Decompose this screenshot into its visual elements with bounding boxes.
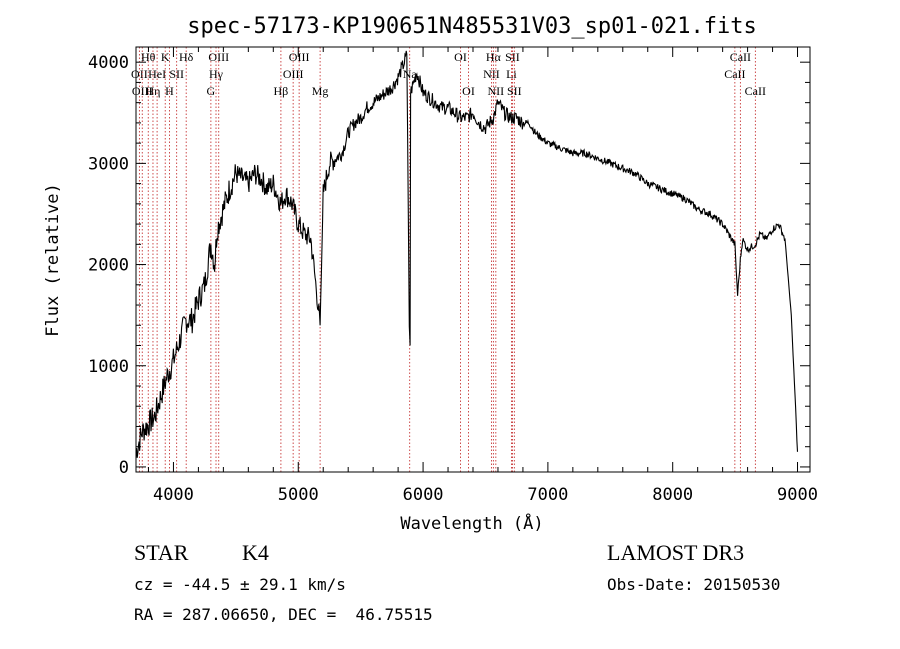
spectrum-line (135, 50, 799, 458)
survey-name: LAMOST DR3 (607, 540, 744, 565)
spectral-line-label: Hα (486, 50, 502, 64)
spectral-line-label: CaII (745, 84, 766, 98)
spectral-line-label: OII (131, 67, 148, 81)
obs-date: Obs-Date: 20150530 (607, 575, 780, 594)
spectral-line-label: G (207, 84, 216, 98)
coordinates: RA = 287.06650, DEC = 46.75515 (134, 605, 433, 624)
spectral-line-label: NII (483, 67, 500, 81)
redshift-cz: cz = -44.5 ± 29.1 km/s (134, 575, 346, 594)
y-tick-label: 1000 (88, 357, 129, 377)
spectral-line-label: Hθ (141, 50, 156, 64)
spectral-line-label: OI (462, 84, 475, 98)
x-tick-label: 9000 (777, 485, 818, 505)
spectral-line-label: OI (454, 50, 467, 64)
spectral-line-label: Hη (145, 84, 160, 98)
spectral-line-label: OIII (208, 50, 229, 64)
spectral-line-label: Na (403, 67, 418, 81)
spectral-line-label: Hγ (209, 67, 224, 81)
spectral-line-label: K (161, 50, 170, 64)
x-tick-label: 5000 (278, 485, 319, 505)
spectral-line-label: H (165, 84, 174, 98)
x-tick-label: 8000 (652, 485, 693, 505)
spectral-line-label: SII (505, 50, 520, 64)
x-tick-label: 7000 (527, 485, 568, 505)
spectral-line-label: OIII (283, 67, 304, 81)
x-tick-label: 4000 (153, 485, 194, 505)
spectral-line-label: HeI (148, 67, 166, 81)
spectral-line-label: OIII (132, 84, 153, 98)
spectral-line-label: OIII (289, 50, 310, 64)
spectral-line-label: CaII (730, 50, 751, 64)
x-tick-label: 6000 (403, 485, 444, 505)
chart-title: spec-57173-KP190651N485531V03_sp01-021.f… (187, 14, 757, 39)
x-axis-label: Wavelength (Å) (400, 512, 543, 534)
axis-ticks: 4000 5000 6000 7000 8000 9000 0 1000 2000 3000 400… (88, 47, 818, 505)
plot-frame (135, 46, 811, 473)
spectral-line-label: Li (506, 67, 517, 81)
spectral-line-label: SII (169, 67, 184, 81)
y-axis-label: Flux (relative) (43, 183, 63, 337)
y-tick-label: 2000 (88, 256, 129, 276)
spectral-line-label: CaII (724, 67, 745, 81)
object-subclass: K4 (242, 540, 269, 565)
spectral-line-label: Hβ (274, 84, 289, 98)
y-tick-label: 4000 (88, 53, 129, 73)
spectral-line-label: Hδ (179, 50, 194, 64)
spectral-line-label: NII (488, 84, 505, 98)
object-class: STAR (134, 540, 189, 565)
spectral-line-label: Mg (312, 84, 329, 98)
spectral-line-label: SII (507, 84, 522, 98)
y-tick-label: 0 (119, 458, 129, 478)
spectral-line-markers: OII OIII Hθ Hη HeI K H SII Hδ G Hγ OIII Hβ OIII OIII Mg… (131, 47, 766, 472)
y-tick-label: 3000 (88, 154, 129, 174)
